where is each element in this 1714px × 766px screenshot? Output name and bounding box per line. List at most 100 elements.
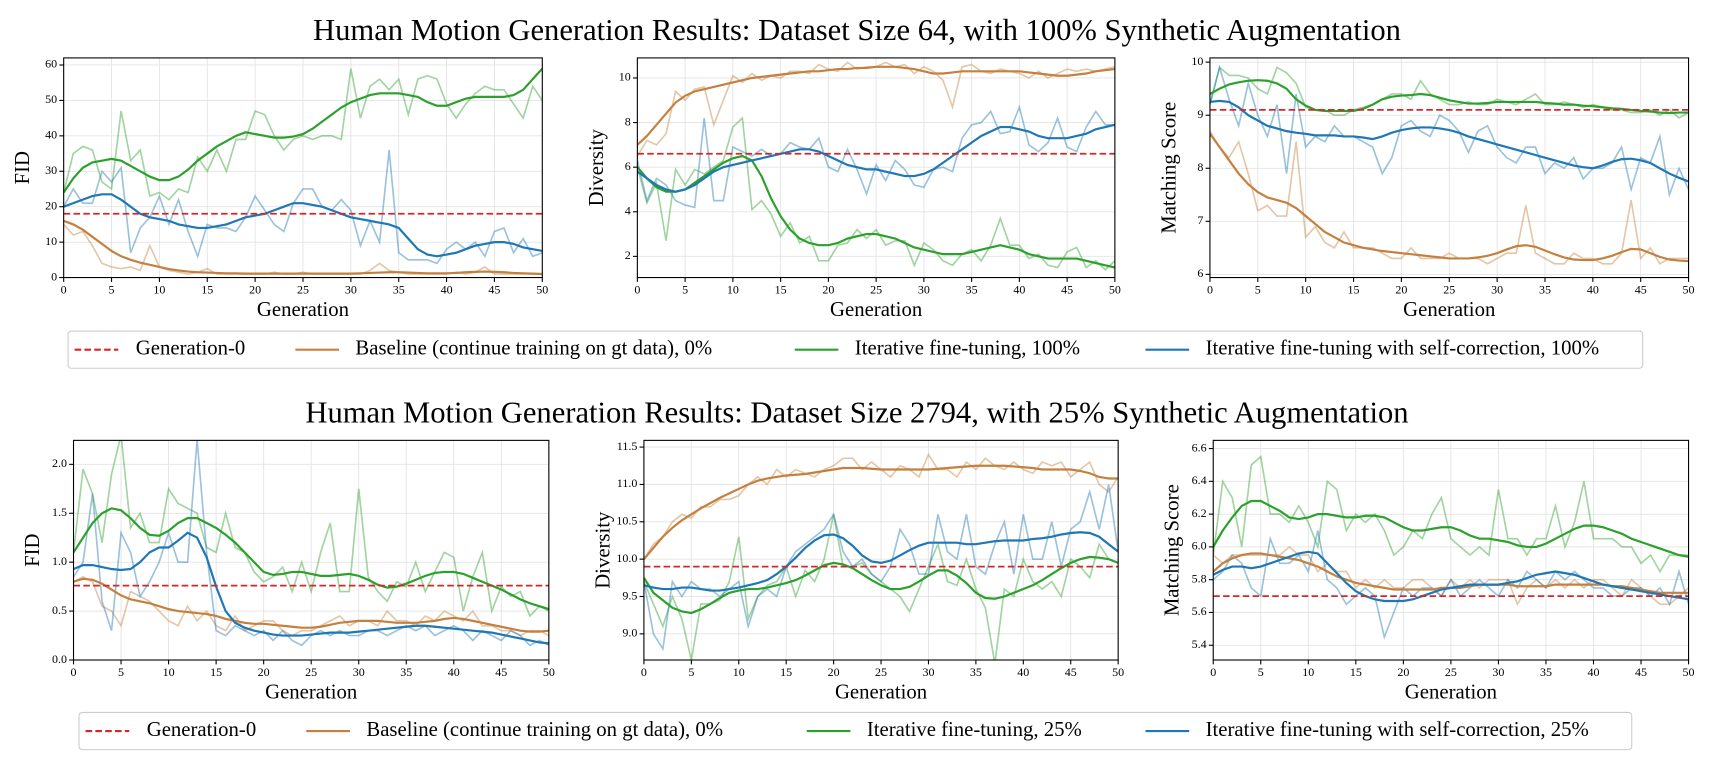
- smoothed-line: [1209, 99, 1689, 183]
- x-tick-label: 35: [400, 665, 412, 679]
- x-tick-label: 25: [1443, 282, 1455, 296]
- x-tick-label: 35: [966, 282, 978, 296]
- plot-area: [643, 452, 1119, 661]
- x-tick-label: 45: [1635, 665, 1647, 679]
- x-tick-label: 15: [1348, 282, 1360, 296]
- x-tick-label: 15: [780, 665, 792, 679]
- y-tick-label: 11.5: [617, 439, 638, 453]
- axes-frame: [72, 439, 550, 661]
- smoothed-line: [637, 154, 1115, 269]
- legend-label: Baseline (continue training on gt data),…: [355, 337, 712, 359]
- subplot: 0 5 10 15 20 25 30 35 40 45 50 0.0 0.5 1.0 1.5 2.0 Gener…: [22, 439, 555, 704]
- y-tick-label: 9.5: [622, 588, 637, 602]
- x-tick-label: 40: [1017, 665, 1029, 679]
- y-tick-label: 50: [45, 92, 57, 106]
- y-tick-label: 5.8: [1192, 571, 1207, 585]
- plot-area: [1209, 64, 1689, 265]
- smoothed-line: [643, 531, 1119, 592]
- x-tick-label: 0: [61, 282, 67, 296]
- axes-frame: [643, 439, 1119, 661]
- y-tick-label: 0.5: [52, 603, 67, 617]
- x-axis-label: Generation: [257, 299, 350, 321]
- x-tick-label: 5: [1258, 665, 1264, 679]
- y-tick-label: 0: [51, 269, 57, 283]
- raw-line: [63, 149, 543, 265]
- row-title: Human Motion Generation Results: Dataset…: [305, 395, 1408, 429]
- raw-line: [637, 104, 1115, 209]
- y-tick-label: 6.0: [1192, 539, 1207, 553]
- y-tick-label: 5.4: [1192, 637, 1207, 651]
- x-axis-label: Generation: [835, 682, 928, 704]
- subplot: 0 5 10 15 20 25 30 35 40 45 50 2 4 6 8 10 Generation Dive…: [586, 57, 1121, 321]
- x-tick-label: 50: [1683, 282, 1695, 296]
- raw-line: [63, 68, 543, 201]
- axes-frame: [63, 57, 543, 279]
- x-tick-label: 40: [441, 282, 453, 296]
- y-tick-label: 10: [45, 234, 57, 248]
- raw-line: [73, 440, 549, 618]
- y-tick-label: 4: [625, 204, 631, 218]
- y-tick-label: 2.0: [52, 456, 67, 470]
- x-tick-label: 50: [1112, 665, 1124, 679]
- legend-label: Iterative fine-tuning with self-correcti…: [1206, 337, 1600, 359]
- x-tick-label: 10: [727, 282, 739, 296]
- x-tick-label: 15: [210, 665, 222, 679]
- x-tick-label: 50: [536, 282, 548, 296]
- x-tick-label: 20: [1395, 282, 1407, 296]
- smoothed-line: [643, 464, 1119, 560]
- y-tick-label: 8: [625, 114, 631, 128]
- x-tick-label: 15: [1350, 665, 1362, 679]
- x-tick-label: 30: [922, 665, 934, 679]
- x-tick-label: 5: [118, 665, 124, 679]
- plot-area: [73, 440, 549, 647]
- x-tick-label: 30: [918, 282, 930, 296]
- x-tick-label: 20: [828, 665, 840, 679]
- x-tick-label: 20: [1397, 665, 1409, 679]
- raw-line: [1209, 130, 1689, 265]
- axes-frame: [1209, 57, 1690, 279]
- y-tick-label: 11.0: [617, 476, 638, 490]
- smoothed-line: [1209, 133, 1689, 263]
- subplot: 0 5 10 15 20 25 30 35 40 45 50 6 7 8 9 10 Generation Matc…: [1158, 54, 1694, 321]
- x-tick-label: 30: [1491, 282, 1503, 296]
- x-tick-label: 40: [1587, 665, 1599, 679]
- legend-box: [67, 330, 1644, 369]
- x-tick-label: 10: [153, 282, 165, 296]
- axes-frame: [636, 57, 1116, 279]
- y-tick-label: 6.2: [1192, 506, 1207, 520]
- x-tick-label: 5: [1255, 282, 1261, 296]
- y-tick-label: 9: [1197, 107, 1203, 121]
- x-tick-label: 50: [1109, 282, 1121, 296]
- subplot: 0 5 10 15 20 25 30 35 40 45 50 0 10 20 30 40 50 60 Generat…: [12, 57, 548, 321]
- smoothed-line: [637, 123, 1115, 193]
- plot-area: [637, 61, 1115, 271]
- x-tick-label: 10: [1302, 665, 1314, 679]
- x-tick-label: 30: [353, 665, 365, 679]
- y-tick-label: 6: [1197, 266, 1203, 280]
- raw-line: [1209, 64, 1689, 199]
- y-tick-label: 6.4: [1192, 473, 1207, 487]
- x-tick-label: 5: [682, 282, 688, 296]
- subplot: 0 5 10 15 20 25 30 35 40 45 50 9.0 9.5 10.0 10.5 11.0 11…: [592, 439, 1124, 704]
- smoothed-line: [63, 193, 543, 258]
- x-tick-label: 25: [875, 665, 887, 679]
- y-axis-label: Diversity: [586, 129, 608, 207]
- x-tick-label: 35: [393, 282, 405, 296]
- x-axis-label: Generation: [265, 682, 358, 704]
- smoothed-line: [1213, 550, 1689, 603]
- axes-frame: [1212, 439, 1690, 661]
- x-tick-label: 45: [1635, 282, 1647, 296]
- x-axis-label: Generation: [1405, 682, 1498, 704]
- x-tick-label: 50: [543, 665, 555, 679]
- y-tick-label: 40: [45, 128, 57, 142]
- smoothed-line: [637, 65, 1115, 146]
- x-axis-label: Generation: [830, 299, 923, 321]
- smoothed-line: [63, 219, 543, 276]
- legend-label: Iterative fine-tuning, 100%: [855, 337, 1080, 359]
- x-tick-label: 40: [448, 665, 460, 679]
- y-axis-label: FID: [22, 533, 44, 566]
- x-tick-label: 0: [71, 665, 77, 679]
- y-axis-label: FID: [12, 151, 34, 184]
- x-tick-label: 0: [641, 665, 647, 679]
